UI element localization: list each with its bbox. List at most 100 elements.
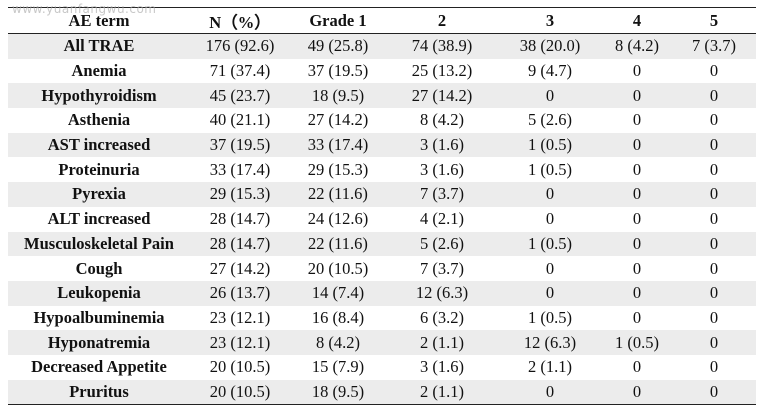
ae-term-cell: Musculoskeletal Pain: [8, 231, 190, 257]
n-percent-cell: 23 (12.1): [190, 330, 290, 355]
grade-5-cell: 0: [672, 354, 756, 380]
grade-3-cell: 38 (20.0): [498, 33, 602, 59]
table-header-row: AE term N（%） Grade 1 2 3 4 5: [8, 7, 756, 34]
grade-3-cell: 12 (6.3): [498, 330, 602, 355]
grade-5-cell: 0: [672, 132, 756, 158]
header-grade-3: 3: [545, 10, 555, 30]
table-row: Proteinuria 33 (17.4) 29 (15.3) 3 (1.6) 1 (0…: [8, 157, 756, 183]
ae-term-cell: Anemia: [8, 58, 190, 84]
n-percent-cell: 20 (10.5): [190, 354, 290, 380]
grade-5-cell: 0: [672, 305, 756, 331]
grade-3-cell: 9 (4.7): [498, 58, 602, 84]
n-percent-cell: 28 (14.7): [190, 206, 290, 232]
grade-2-cell: 8 (4.2): [386, 108, 498, 133]
grade-4-cell: 1 (0.5): [602, 330, 672, 355]
n-percent-cell: 27 (14.2): [190, 256, 290, 281]
grade-1-cell: 24 (12.6): [290, 206, 386, 232]
grade-1-cell: 15 (7.9): [290, 354, 386, 380]
grade-1-cell: 49 (25.8): [290, 33, 386, 59]
ae-term-cell: Leukopenia: [8, 280, 190, 306]
n-percent-cell: 33 (17.4): [190, 157, 290, 183]
grade-2-cell: 2 (1.1): [386, 330, 498, 355]
grade-1-cell: 18 (9.5): [290, 83, 386, 109]
grade-3-cell: 1 (0.5): [498, 157, 602, 183]
header-grade-1: Grade 1: [309, 10, 367, 30]
grade-2-cell: 3 (1.6): [386, 132, 498, 158]
grade-2-cell: 12 (6.3): [386, 280, 498, 306]
grade-5-cell: 0: [672, 58, 756, 84]
grade-2-cell: 6 (3.2): [386, 305, 498, 331]
grade-1-cell: 16 (8.4): [290, 305, 386, 331]
grade-3-cell: 0: [498, 379, 602, 405]
grade-2-cell: 74 (38.9): [386, 33, 498, 59]
table-row: All TRAE 176 (92.6) 49 (25.8) 74 (38.9) 38 (…: [8, 33, 756, 59]
grade-3-cell: 5 (2.6): [498, 108, 602, 133]
table-row: Anemia 71 (37.4) 37 (19.5) 25 (13.2) 9 (4.7)…: [8, 58, 756, 84]
table-row: Musculoskeletal Pain 28 (14.7) 22 (11.6) 5 …: [8, 231, 756, 257]
grade-5-cell: 0: [672, 206, 756, 232]
table-row: ALT increased 28 (14.7) 24 (12.6) 4 (2.1) 0 0…: [8, 206, 756, 232]
n-percent-cell: 40 (21.1): [190, 108, 290, 133]
grade-4-cell: 0: [602, 354, 672, 380]
ae-term-cell: Cough: [8, 256, 190, 281]
grade-5-cell: 0: [672, 330, 756, 355]
grade-2-cell: 7 (3.7): [386, 256, 498, 281]
n-percent-cell: 71 (37.4): [190, 58, 290, 84]
grade-3-cell: 0: [498, 182, 602, 207]
grade-2-cell: 2 (1.1): [386, 379, 498, 405]
grade-3-cell: 0: [498, 280, 602, 306]
n-percent-cell: 26 (13.7): [190, 280, 290, 306]
grade-3-cell: 1 (0.5): [498, 132, 602, 158]
grade-4-cell: 0: [602, 108, 672, 133]
grade-3-cell: 0: [498, 206, 602, 232]
table-row: AST increased 37 (19.5) 33 (17.4) 3 (1.6) 1 …: [8, 132, 756, 158]
grade-5-cell: 0: [672, 157, 756, 183]
grade-3-cell: 0: [498, 83, 602, 109]
grade-4-cell: 0: [602, 58, 672, 84]
table-row: Hyponatremia 23 (12.1) 8 (4.2) 2 (1.1) 12 (6…: [8, 330, 756, 355]
grade-4-cell: 8 (4.2): [602, 33, 672, 59]
n-percent-cell: 20 (10.5): [190, 379, 290, 405]
grade-4-cell: 0: [602, 280, 672, 306]
table-row: Asthenia 40 (21.1) 27 (14.2) 8 (4.2) 5 (2.6)…: [8, 108, 756, 133]
grade-1-cell: 20 (10.5): [290, 256, 386, 281]
header-n-percent: N（%）: [209, 12, 271, 32]
ae-term-cell: Pyrexia: [8, 182, 190, 207]
n-percent-cell: 176 (92.6): [190, 33, 290, 59]
ae-term-cell: Proteinuria: [8, 157, 190, 183]
grade-3-cell: 1 (0.5): [498, 231, 602, 257]
n-percent-cell: 28 (14.7): [190, 231, 290, 257]
grade-2-cell: 27 (14.2): [386, 83, 498, 109]
grade-5-cell: 7 (3.7): [672, 33, 756, 59]
grade-2-cell: 3 (1.6): [386, 354, 498, 380]
ae-term-cell: Decreased Appetite: [8, 354, 190, 380]
grade-1-cell: 37 (19.5): [290, 58, 386, 84]
grade-3-cell: 2 (1.1): [498, 354, 602, 380]
ae-term-cell: ALT increased: [8, 206, 190, 232]
grade-3-cell: 0: [498, 256, 602, 281]
ae-term-cell: Hypoalbuminemia: [8, 305, 190, 331]
grade-2-cell: 3 (1.6): [386, 157, 498, 183]
grade-4-cell: 0: [602, 182, 672, 207]
ae-term-cell: Pruritus: [8, 379, 190, 405]
grade-1-cell: 18 (9.5): [290, 379, 386, 405]
ae-term-cell: Hyponatremia: [8, 330, 190, 355]
n-percent-cell: 45 (23.7): [190, 83, 290, 109]
header-grade-4: 4: [632, 10, 642, 30]
grade-4-cell: 0: [602, 305, 672, 331]
grade-4-cell: 0: [602, 132, 672, 158]
grade-4-cell: 0: [602, 206, 672, 232]
grade-1-cell: 14 (7.4): [290, 280, 386, 306]
table-row: Decreased Appetite 20 (10.5) 15 (7.9) 3 (1.…: [8, 354, 756, 380]
grade-2-cell: 7 (3.7): [386, 182, 498, 207]
grade-4-cell: 0: [602, 231, 672, 257]
table-row: Hypoalbuminemia 23 (12.1) 16 (8.4) 6 (3.2) 1…: [8, 305, 756, 331]
grade-5-cell: 0: [672, 182, 756, 207]
grade-5-cell: 0: [672, 231, 756, 257]
table-row: Hypothyroidism 45 (23.7) 18 (9.5) 27 (14.2)…: [8, 83, 756, 109]
table-body: All TRAE 176 (92.6) 49 (25.8) 74 (38.9) 38 (…: [8, 33, 756, 405]
grade-1-cell: 33 (17.4): [290, 132, 386, 158]
grade-1-cell: 22 (11.6): [290, 182, 386, 207]
ae-term-cell: Hypothyroidism: [8, 83, 190, 109]
